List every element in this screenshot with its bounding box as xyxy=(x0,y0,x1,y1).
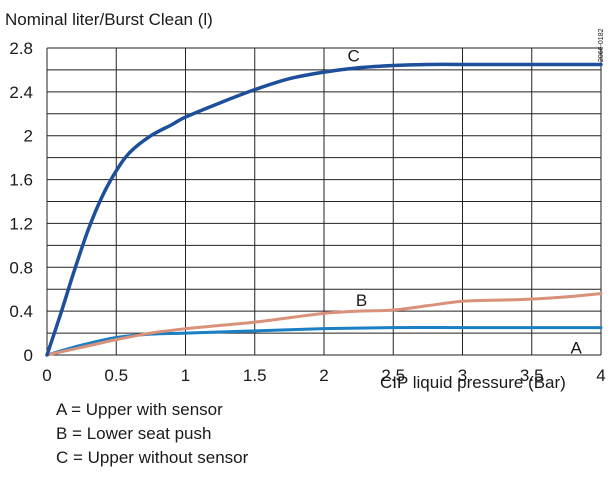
x-tick-label: 3.5 xyxy=(520,366,544,385)
series-line-a xyxy=(45,326,603,357)
x-tick-label: 4 xyxy=(596,366,605,385)
y-tick-label: 0.8 xyxy=(9,258,33,277)
series-annotations: C B A xyxy=(348,47,583,358)
y-tick-label: 2.8 xyxy=(9,39,33,58)
y-tick-label: 0.4 xyxy=(9,302,33,321)
legend: A = Upper with sensor B = Lower seat pus… xyxy=(56,398,248,470)
x-tick-label: 2.5 xyxy=(381,366,405,385)
grid xyxy=(46,47,602,356)
x-axis-ticks: 0 0.5 1 1.5 2 2.5 3 3.5 4 xyxy=(42,366,605,385)
series-label-b: B xyxy=(356,291,367,310)
series-lines xyxy=(45,62,603,357)
series-line-c xyxy=(45,62,603,357)
y-tick-label: 2 xyxy=(24,127,33,146)
y-tick-label: 2.4 xyxy=(9,83,33,102)
y-tick-label: 1.6 xyxy=(9,171,33,190)
legend-entry-b: B = Lower seat push xyxy=(56,424,212,443)
y-tick-label: 1.2 xyxy=(9,214,33,233)
series-line-b xyxy=(45,292,603,357)
x-tick-label: 0 xyxy=(42,366,51,385)
legend-entry-c: C = Upper without sensor xyxy=(56,448,249,467)
x-tick-label: 1 xyxy=(181,366,190,385)
x-tick-label: 3 xyxy=(458,366,467,385)
series-label-a: A xyxy=(571,338,583,357)
x-axis-label: CIP liquid pressure (Bar) xyxy=(380,373,566,392)
x-tick-label: 0.5 xyxy=(104,366,128,385)
chart-title: Nominal liter/Burst Clean (l) xyxy=(5,10,213,29)
y-tick-label: 0 xyxy=(24,346,33,365)
y-axis-ticks: 0 0.4 0.8 1.2 1.6 2 2.4 2.8 xyxy=(9,39,33,365)
series-label-c: C xyxy=(348,47,360,66)
figure-code: 2066-0182 xyxy=(598,28,605,62)
legend-entry-a: A = Upper with sensor xyxy=(56,400,223,419)
x-tick-label: 1.5 xyxy=(243,366,267,385)
x-tick-label: 2 xyxy=(319,366,328,385)
